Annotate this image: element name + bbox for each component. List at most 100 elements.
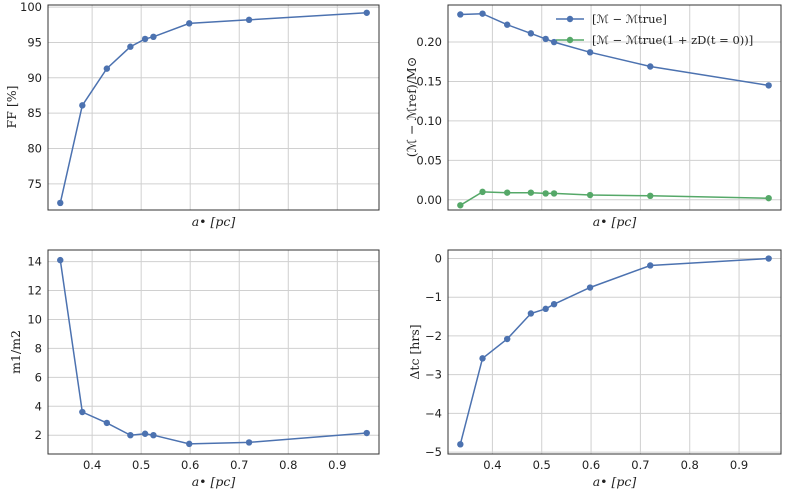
data-point (542, 190, 549, 197)
plot-frame (447, 249, 782, 455)
legend-entry: [ℳ − ℳtrue] (592, 12, 667, 26)
y-tick-label: 0.05 (416, 153, 442, 167)
y-tick-label: 2 (35, 428, 42, 442)
panel-ff: 75 80 85 90 95 100 a• [pc] FF [%] (4, 0, 380, 229)
plot-frame (47, 4, 380, 211)
y-tick-label: −4 (425, 406, 442, 420)
series-line (59, 12, 367, 204)
x-tick-label: 0.7 (230, 458, 248, 472)
y-tick-label: 90 (27, 71, 42, 85)
x-tick-label: 0.4 (83, 458, 101, 472)
x-tick-label: 0.4 (483, 458, 501, 472)
y-tick-label: 80 (27, 142, 42, 156)
data-point (504, 21, 511, 28)
data-point (127, 431, 134, 439)
data-point (479, 10, 486, 17)
y-tick-label: 10 (27, 312, 42, 326)
panel-mass-ratio: 2 4 6 8 10 12 14 0.4 0.5 0.6 0.7 0.8 0.9 a• [pc] m1/m2 (8, 249, 380, 489)
data-point (765, 194, 772, 202)
x-axis-label: a• [pc] (192, 214, 236, 229)
data-point (479, 355, 486, 362)
y-axis-label: (ℳ − ℳref)/M⊙ (404, 57, 419, 157)
data-point (504, 335, 511, 343)
data-point (245, 439, 253, 446)
y-tick-label: 6 (35, 370, 42, 384)
data-point (150, 431, 157, 439)
data-point (586, 49, 594, 56)
y-tick-label: −3 (425, 368, 442, 382)
data-point (363, 9, 370, 16)
data-point (542, 305, 549, 313)
data-point (765, 255, 772, 262)
data-point (647, 262, 654, 269)
data-point (527, 189, 535, 196)
data-point (103, 419, 111, 427)
y-tick-label: 0.00 (416, 193, 442, 207)
data-point (363, 429, 370, 437)
y-tick-label: 95 (27, 35, 42, 49)
data-point (550, 38, 558, 46)
x-tick-label: 0.5 (132, 458, 150, 472)
data-point (457, 11, 464, 18)
data-point (141, 35, 149, 43)
data-point (647, 192, 654, 200)
y-axis-label: FF [%] (4, 86, 19, 129)
data-point (527, 310, 535, 317)
data-point (550, 190, 558, 197)
data-point (79, 102, 86, 109)
data-point (550, 300, 558, 308)
legend-swatch-marker (566, 36, 574, 44)
data-point (457, 202, 464, 209)
panel-coalescence-time-offset: −5 −4 −3 −2 −1 0 0.4 0.5 0.6 0.7 0.8 0.9 a• [pc] Δtc … (407, 249, 782, 489)
x-tick-label: 0.8 (279, 458, 297, 472)
data-point (542, 35, 549, 43)
y-tick-label: 0.15 (416, 74, 442, 88)
legend-entry: [ℳ − ℳtrue(1 + zD(t = 0))] (592, 33, 753, 47)
data-point (141, 430, 149, 437)
x-axis-label: a• [pc] (192, 474, 236, 489)
y-tick-label: −1 (425, 290, 442, 304)
y-tick-label: 75 (27, 177, 42, 191)
y-axis-label: Δtc [hrs] (407, 324, 422, 379)
legend-swatch-marker (566, 15, 574, 23)
y-tick-label: 14 (27, 255, 42, 269)
x-tick-label: 0.9 (730, 458, 748, 472)
x-tick-label: 0.7 (631, 458, 649, 472)
data-point (765, 82, 772, 89)
x-tick-label: 0.6 (181, 458, 199, 472)
plot-frame (447, 4, 782, 211)
data-point (527, 30, 535, 37)
data-point (57, 256, 64, 264)
y-tick-label: 85 (27, 106, 42, 120)
y-tick-label: 12 (27, 284, 42, 298)
plot-frame (47, 249, 380, 455)
x-tick-label: 0.5 (533, 458, 551, 472)
x-axis-label: a• [pc] (593, 214, 637, 229)
data-point (586, 191, 594, 199)
data-point (103, 65, 111, 72)
x-tick-label: 0.8 (681, 458, 699, 472)
data-point (457, 441, 464, 448)
y-tick-label: 8 (35, 341, 42, 355)
data-point (150, 33, 157, 41)
y-axis-label: m1/m2 (8, 330, 23, 374)
panel-chirp-mass-offset: 0.00 0.05 0.10 0.15 0.20 a• [pc] (ℳ − ℳref)/M⊙… (404, 4, 782, 229)
y-tick-label: 0.10 (416, 114, 442, 128)
y-tick-label: 4 (35, 399, 42, 413)
y-tick-label: 0.20 (416, 35, 442, 49)
data-point (186, 20, 193, 27)
x-axis-label: a• [pc] (593, 474, 637, 489)
data-point (647, 63, 654, 70)
y-tick-label: −2 (425, 329, 442, 343)
x-tick-label: 0.6 (582, 458, 600, 472)
x-tick-label: 0.9 (328, 458, 346, 472)
data-point (504, 189, 511, 196)
legend: [ℳ − ℳtrue] [ℳ − ℳtrue(1 + zD(t = 0))] (556, 12, 753, 47)
y-tick-label: −5 (425, 445, 442, 459)
data-point (127, 43, 134, 50)
y-tick-label: 0 (435, 252, 442, 266)
data-point (586, 284, 594, 291)
series-line (59, 259, 367, 445)
data-point (79, 408, 86, 416)
